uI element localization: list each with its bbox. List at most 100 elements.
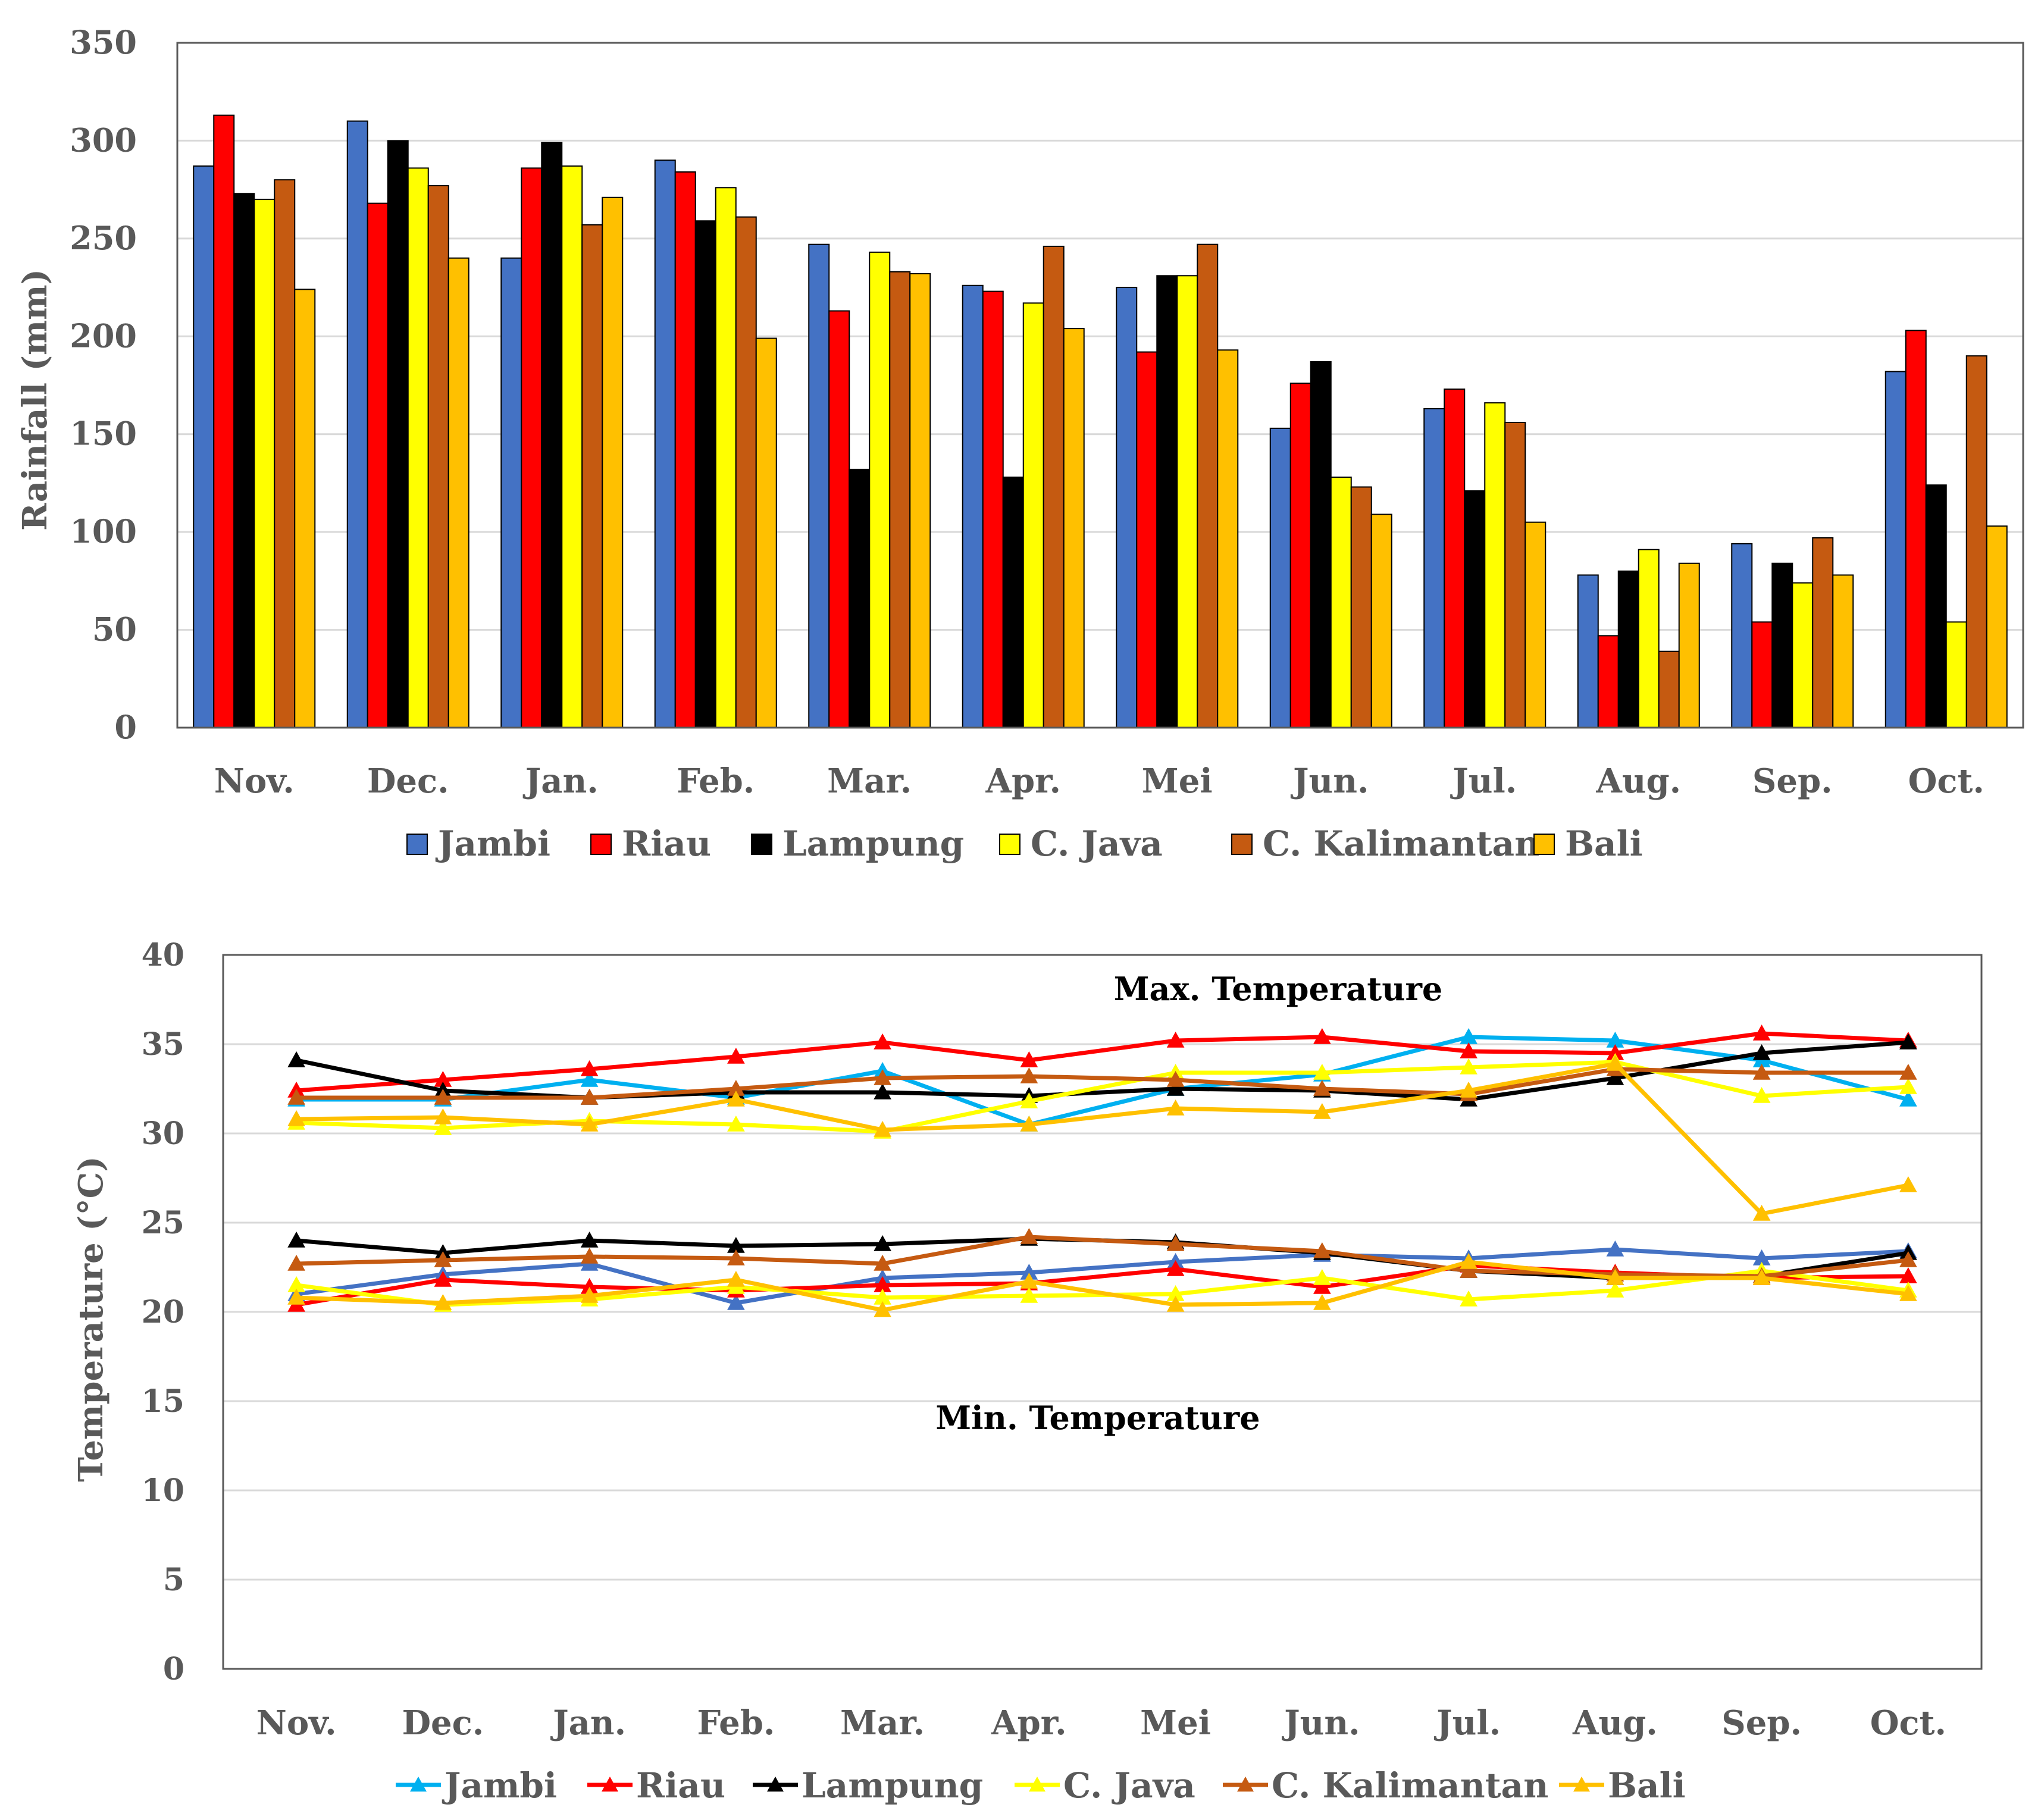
temperature-marker-max-bali [287, 1110, 305, 1126]
rainfall-bar-lampung-dec [387, 140, 409, 728]
rainfall-bar-c-java-aug [1638, 549, 1660, 728]
rainfall-bar-c-java-jul [1484, 402, 1506, 728]
temperature-marker-max-lampung [1752, 1044, 1771, 1060]
rainfall-bar-bali-dec [447, 257, 469, 728]
temperature-marker-max-c-kalimantan [1020, 1067, 1038, 1083]
temperature-marker-min-riau [1166, 1260, 1185, 1276]
temperature-marker-min-bali [434, 1293, 452, 1310]
rainfall-bar-bali-aug [1678, 562, 1700, 728]
temperature-legend-label-c-kalimantan: C. Kalimantan [1272, 1765, 1548, 1806]
temperature-marker-min-c-kalimantan [874, 1254, 891, 1271]
rainfall-bar-c-java-sep [1792, 582, 1814, 728]
rainfall-bar-c-java-mei [1176, 275, 1198, 728]
rainfall-legend-swatch-lampung [751, 834, 772, 855]
rainfall-bar-c-kalimantan-feb [735, 216, 757, 728]
rainfall-bar-lampung-jan [541, 142, 563, 728]
max-temperature-annotation: Max. Temperature [1114, 970, 1443, 1008]
temperature-legend-label-bali: Bali [1608, 1765, 1686, 1806]
rainfall-y-tick-label: 0 [114, 708, 137, 746]
rainfall-bar-bali-nov [294, 289, 316, 728]
rainfall-bar-jambi-apr [962, 284, 984, 729]
rainfall-bar-jambi-oct [1885, 371, 1907, 728]
temperature-marker-max-c-kalimantan [1313, 1079, 1331, 1096]
rainfall-legend-label-bali: Bali [1565, 823, 1643, 864]
temperature-marker-max-riau [874, 1033, 891, 1050]
temperature-line-min-jambi [296, 1247, 1909, 1305]
rainfall-bar-lampung-jun [1310, 361, 1332, 728]
rainfall-bar-lampung-jul [1464, 490, 1486, 729]
temperature-marker-max-bali [1752, 1204, 1771, 1221]
temperature-marker-max-bali [874, 1120, 891, 1137]
temperature-marker-max-bali [1606, 1054, 1624, 1071]
temperature-marker-min-bali [1899, 1285, 1917, 1301]
temperature-x-tick-label: Mei [1140, 1703, 1211, 1743]
temperature-legend-marker-c-kalimantan [1237, 1777, 1254, 1792]
temperature-plot-frame [222, 954, 1983, 1670]
temperature-y-tick-label: 35 [142, 1026, 184, 1063]
temperature-line-min-bali [296, 1260, 1909, 1312]
rainfall-bar-jambi-dec [346, 120, 368, 729]
temperature-marker-min-c-java [1020, 1286, 1038, 1303]
temperature-marker-max-c-kalimantan [874, 1069, 891, 1085]
temperature-marker-max-bali [434, 1108, 452, 1124]
rainfall-bar-riau-jan [521, 167, 543, 728]
temperature-marker-min-c-java [1313, 1268, 1331, 1285]
temperature-marker-max-c-java [434, 1119, 452, 1135]
temperature-legend-label-jambi: Jambi [442, 1765, 557, 1806]
temperature-x-tick-label: Jul. [1433, 1703, 1501, 1743]
temperature-marker-min-c-kalimantan [1899, 1251, 1917, 1267]
temperature-marker-max-bali [580, 1115, 599, 1132]
temperature-chart: Temperature (°C) Max. Temperature Min. T… [71, 937, 1983, 1806]
temperature-y-tick-label: 20 [142, 1294, 184, 1330]
rainfall-bar-c-java-feb [715, 187, 737, 728]
temperature-marker-min-lampung [287, 1231, 305, 1248]
temperature-marker-min-bali [287, 1288, 305, 1305]
rainfall-bar-jambi-jul [1423, 408, 1445, 728]
rainfall-x-tick-label: Jul. [1450, 762, 1517, 801]
temperature-marker-max-bali [1899, 1176, 1917, 1192]
rainfall-bar-bali-jun [1370, 513, 1392, 728]
rainfall-legend-label-riau: Riau [622, 823, 711, 864]
temperature-x-tick-label: Feb. [697, 1703, 775, 1743]
rainfall-y-tick-label: 50 [92, 610, 137, 649]
rainfall-x-tick-label: Sep. [1752, 762, 1833, 801]
temperature-marker-min-lampung [580, 1231, 599, 1248]
temperature-marker-min-c-kalimantan [1313, 1242, 1331, 1258]
rainfall-bar-lampung-aug [1617, 570, 1639, 729]
temperature-marker-min-c-kalimantan [1020, 1227, 1038, 1244]
temperature-y-tick-label: 10 [142, 1473, 184, 1509]
temperature-marker-min-riau [434, 1270, 452, 1287]
rainfall-x-tick-label: Mar. [827, 762, 912, 801]
temperature-marker-min-bali [1752, 1268, 1771, 1285]
rainfall-y-tick-label: 350 [70, 23, 137, 61]
temperature-marker-min-bali [1166, 1295, 1185, 1312]
temperature-marker-max-bali [1313, 1102, 1331, 1119]
temperature-marker-max-lampung [287, 1051, 305, 1067]
rainfall-bar-jambi-aug [1577, 574, 1599, 729]
temperature-marker-max-c-kalimantan [434, 1088, 452, 1105]
rainfall-bar-lampung-apr [1002, 477, 1024, 728]
temperature-x-tick-label: Sep. [1721, 1703, 1802, 1743]
temperature-marker-max-riau [1166, 1031, 1185, 1048]
temperature-marker-min-c-kalimantan [580, 1247, 599, 1264]
temperature-marker-max-bali [1460, 1081, 1477, 1098]
temperature-marker-min-bali [1606, 1268, 1624, 1285]
temperature-marker-max-c-java [1020, 1092, 1038, 1108]
rainfall-legend-swatch-c-java [999, 834, 1020, 855]
rainfall-bar-c-kalimantan-oct [1965, 355, 1987, 728]
temperature-marker-min-bali [580, 1286, 599, 1303]
temperature-y-tick-label: 25 [142, 1205, 184, 1241]
rainfall-bar-bali-mar [909, 273, 931, 728]
rainfall-x-tick-label: Mei [1142, 762, 1213, 801]
temperature-legend-marker-bali [1573, 1777, 1590, 1792]
temperature-x-tick-label: Aug. [1572, 1703, 1658, 1743]
rainfall-bar-bali-feb [755, 337, 777, 728]
temperature-marker-max-c-kalimantan [580, 1088, 599, 1105]
temperature-marker-max-c-java [1899, 1077, 1917, 1094]
rainfall-bar-jambi-feb [654, 159, 676, 729]
temperature-marker-max-riau [1752, 1024, 1771, 1041]
rainfall-y-tick-label: 250 [70, 219, 137, 257]
temperature-x-tick-label: Nov. [256, 1703, 337, 1743]
rainfall-bar-riau-sep [1751, 621, 1773, 728]
rainfall-bar-jambi-sep [1731, 543, 1753, 728]
